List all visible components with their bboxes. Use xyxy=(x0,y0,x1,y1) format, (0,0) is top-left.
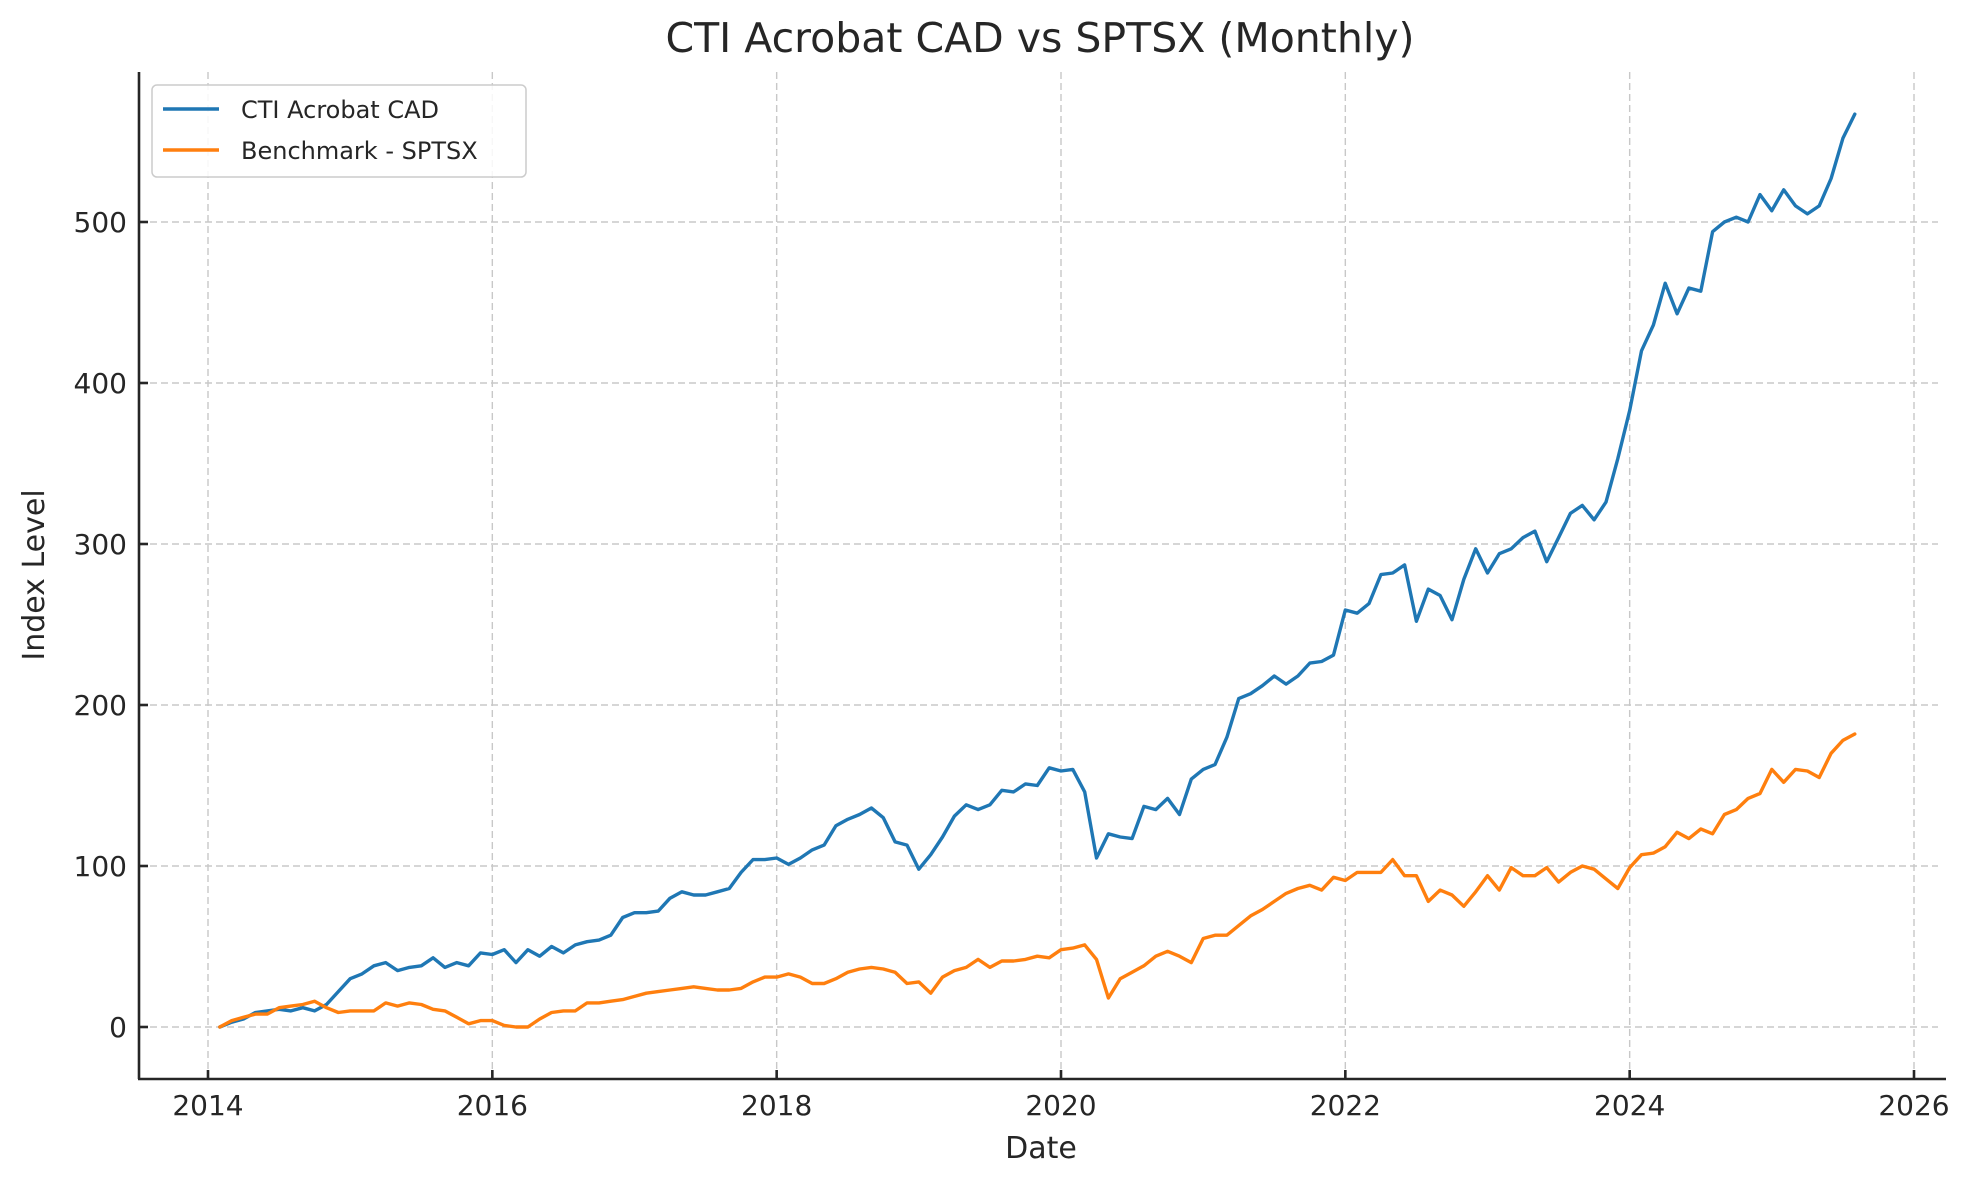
y-tick-label: 0 xyxy=(109,1011,127,1044)
x-axis-label: Date xyxy=(1005,1131,1077,1166)
axes-spines xyxy=(137,72,1946,1081)
y-tick-label: 500 xyxy=(74,206,127,239)
x-tick-label: 2022 xyxy=(1310,1089,1381,1122)
y-tick-label: 400 xyxy=(74,367,127,400)
x-axis-ticks: 2014 2016 2018 2020 2022 2024 2026 xyxy=(172,1070,1950,1122)
y-tick-label: 100 xyxy=(74,850,127,883)
legend-label-cti: CTI Acrobat CAD xyxy=(241,96,439,124)
y-tick-label: 300 xyxy=(74,528,127,561)
legend: CTI Acrobat CAD Benchmark - SPTSX xyxy=(151,84,527,178)
series-layer xyxy=(218,112,1857,1029)
x-tick-label: 2014 xyxy=(172,1089,243,1122)
x-tick-label: 2026 xyxy=(1878,1089,1949,1122)
y-axis-label: Index Level xyxy=(17,489,52,660)
x-tick-label: 2018 xyxy=(741,1089,812,1122)
gridlines xyxy=(139,72,1938,1079)
x-tick-label: 2016 xyxy=(457,1089,528,1122)
x-tick-label: 2020 xyxy=(1025,1089,1096,1122)
chart-title: CTI Acrobat CAD vs SPTSX (Monthly) xyxy=(666,14,1415,62)
legend-label-sptsx: Benchmark - SPTSX xyxy=(241,137,478,165)
x-tick-label: 2024 xyxy=(1594,1089,1665,1122)
series-line-cti-acrobat-cad xyxy=(218,112,1857,1029)
legend-box xyxy=(151,84,527,178)
y-axis-ticks: 0 100 200 300 400 500 xyxy=(74,206,148,1044)
y-tick-label: 200 xyxy=(74,689,127,722)
series-line-benchmark-sptsx xyxy=(218,732,1857,1029)
